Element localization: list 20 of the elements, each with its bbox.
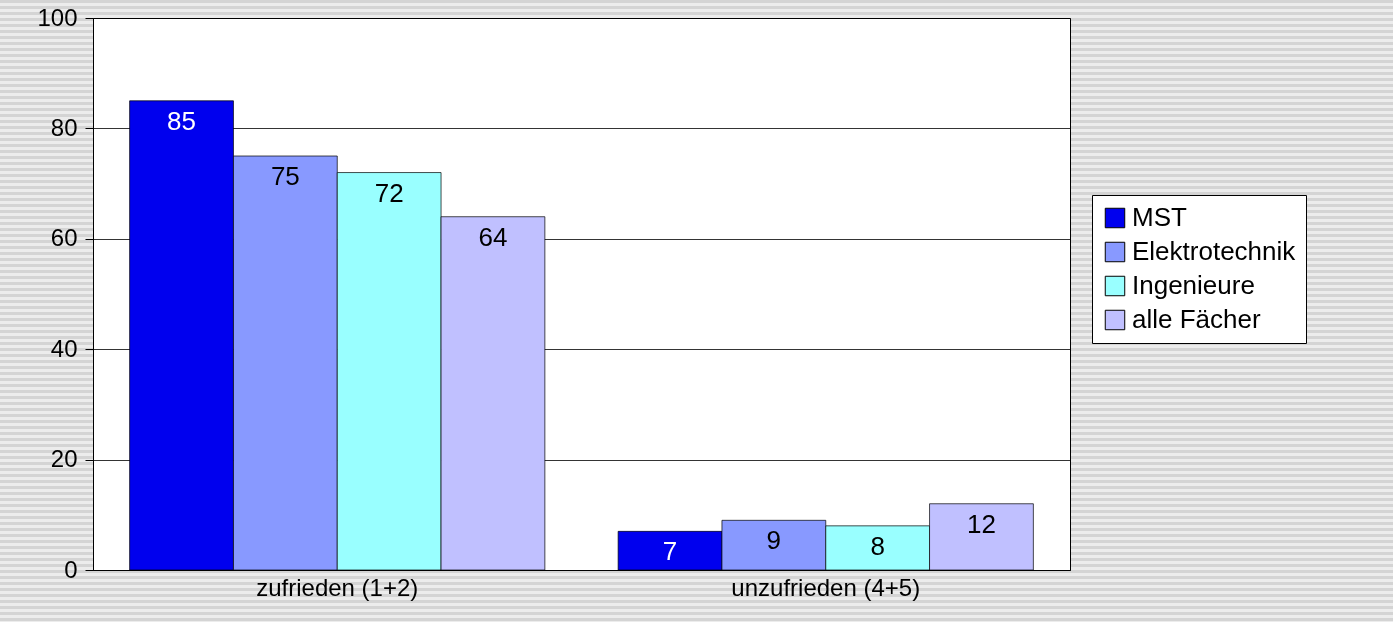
data-label: 12 bbox=[967, 508, 996, 539]
data-label: 85 bbox=[167, 105, 196, 136]
y-tick-label: 20 bbox=[50, 445, 78, 473]
y-tick-label: 0 bbox=[64, 555, 78, 583]
legend-label: Elektrotechnik bbox=[1132, 236, 1297, 266]
y-tick-label: 40 bbox=[50, 334, 78, 362]
x-tick-label: unzufrieden (4+5) bbox=[731, 573, 921, 601]
data-label: 64 bbox=[478, 221, 508, 252]
data-label: 7 bbox=[662, 536, 678, 567]
legend-label: Ingenieure bbox=[1132, 270, 1255, 300]
legend-label: alle Fächer bbox=[1132, 304, 1261, 334]
y-tick-label: 60 bbox=[50, 224, 78, 252]
y-tick-label: 100 bbox=[37, 3, 78, 31]
data-label: 8 bbox=[870, 530, 885, 561]
data-label: 72 bbox=[374, 177, 404, 208]
y-tick-label: 80 bbox=[50, 113, 78, 141]
data-label: 9 bbox=[766, 525, 782, 556]
x-tick-label: zufrieden (1+2) bbox=[256, 573, 419, 601]
legend-label: MST bbox=[1132, 202, 1187, 232]
data-label: 75 bbox=[270, 161, 300, 191]
